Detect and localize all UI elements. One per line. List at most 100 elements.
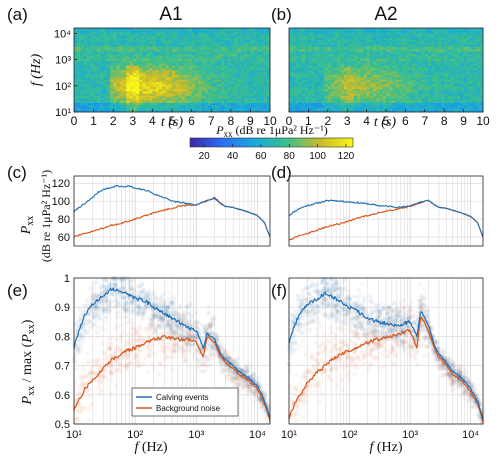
scatter-point (103, 309, 108, 314)
spectrogram-a-xtick-label: 7 (208, 114, 215, 128)
scatter-point (151, 297, 156, 302)
scatter-point (163, 335, 168, 341)
scatter-point (91, 362, 97, 368)
scatter-point (246, 383, 251, 388)
scatter-point (228, 356, 233, 361)
scatter-point (92, 309, 98, 314)
scatter-point (191, 318, 196, 324)
scatter-point (262, 392, 267, 397)
scatter-point (415, 363, 421, 368)
scatter-point (234, 372, 239, 378)
scatter-point (220, 368, 225, 373)
scatter-point (136, 325, 142, 330)
scatter-point (192, 334, 198, 340)
scatter-point (460, 396, 466, 401)
scatter-point (389, 342, 394, 347)
scatter-point (252, 392, 257, 397)
scatter-point (84, 406, 90, 412)
spectrogram-a-xtick-label: 8 (227, 114, 234, 128)
scatter-point (122, 308, 128, 313)
scatter-point (315, 350, 321, 355)
scatter-point (104, 315, 109, 320)
scatter-point (91, 315, 97, 320)
scatter-point (184, 344, 190, 349)
scatter-point (115, 323, 120, 328)
scatter-point (232, 360, 237, 366)
scatter-point (151, 291, 157, 296)
scatter-point (120, 288, 126, 293)
panel-e-xtick-label: 10⁴ (249, 429, 266, 441)
scatter-point (205, 325, 211, 330)
scatter-point (152, 289, 157, 294)
scatter-point (99, 301, 105, 306)
scatter-point (340, 287, 345, 292)
scatter-point (109, 281, 114, 286)
scatter-point (125, 313, 130, 318)
scatter-point (129, 299, 135, 305)
scatter-point (168, 326, 173, 331)
scatter-point (113, 282, 118, 287)
scatter-point (219, 361, 224, 366)
scatter-point (194, 320, 199, 325)
scatter-point (135, 300, 140, 306)
scatter-point (136, 357, 142, 362)
scatter-point (337, 349, 342, 354)
scatter-point (149, 317, 154, 322)
scatter-point (189, 322, 194, 328)
scatter-point (210, 342, 216, 347)
panel-c-letter: (c) (7, 163, 27, 182)
scatter-point (445, 354, 451, 360)
scatter-point (258, 405, 263, 411)
scatter-point (191, 352, 196, 357)
scatter-point (164, 354, 169, 360)
panel-e-xtick-label: 10¹ (66, 429, 82, 441)
colorbar-tick-label: 40 (227, 151, 239, 162)
scatter-point (80, 340, 85, 346)
scatter-point (104, 306, 109, 311)
scatter-point (142, 306, 147, 311)
scatter-point (104, 319, 109, 324)
scatter-point (164, 322, 169, 328)
scatter-point (335, 308, 340, 314)
scatter-point (96, 330, 101, 335)
spectrogram-b-xtick-label: 0 (286, 114, 293, 128)
scatter-point (115, 315, 120, 320)
scatter-point (120, 292, 125, 298)
scatter-point (75, 348, 81, 353)
scatter-point (132, 287, 137, 292)
scatter-point (90, 292, 96, 297)
scatter-point (396, 309, 401, 315)
scatter-point (237, 379, 243, 385)
scatter-point (335, 383, 340, 388)
spectrogram-b-xtick-label: 3 (344, 114, 351, 128)
scatter-point (372, 323, 378, 328)
scatter-point (312, 311, 318, 317)
scatter-point (101, 282, 106, 288)
scatter-point (187, 341, 192, 346)
scatter-point (293, 341, 298, 346)
scatter-point (130, 322, 135, 327)
scatter-point (377, 351, 382, 356)
scatter-point (137, 333, 142, 338)
scatter-point (161, 339, 166, 345)
scatter-point (254, 379, 260, 385)
scatter-point (121, 286, 127, 291)
scatter-point (242, 382, 247, 387)
scatter-point (92, 305, 98, 311)
scatter-point (303, 327, 308, 333)
scatter-point (326, 349, 332, 354)
scatter-point (115, 303, 120, 308)
scatter-point (355, 355, 360, 360)
scatter-point (359, 303, 364, 308)
spectrogram-a-xtick-label: 1 (90, 114, 97, 128)
panel-e-ylabel: Pxx / max (Pxx) (20, 319, 37, 405)
scatter-point (151, 321, 156, 327)
scatter-point (361, 331, 367, 337)
scatter-point (390, 362, 396, 367)
scatter-point (147, 326, 152, 331)
panel-d-frame (288, 175, 484, 247)
scatter-point (392, 301, 398, 306)
scatter-point (142, 296, 147, 301)
scatter-point (140, 282, 145, 288)
scatter-point (96, 305, 102, 310)
